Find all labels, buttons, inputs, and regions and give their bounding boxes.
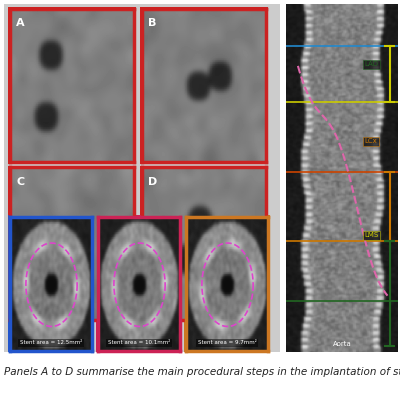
Bar xyxy=(140,7,268,164)
Bar xyxy=(96,215,182,352)
Bar xyxy=(8,7,136,164)
Bar xyxy=(184,215,270,352)
Bar xyxy=(8,215,94,352)
Bar xyxy=(4,4,280,352)
Bar xyxy=(140,166,268,322)
Bar xyxy=(8,166,136,322)
Text: Panels A to D summarise the main procedural steps in the implantation of stentin: Panels A to D summarise the main procedu… xyxy=(4,367,400,377)
